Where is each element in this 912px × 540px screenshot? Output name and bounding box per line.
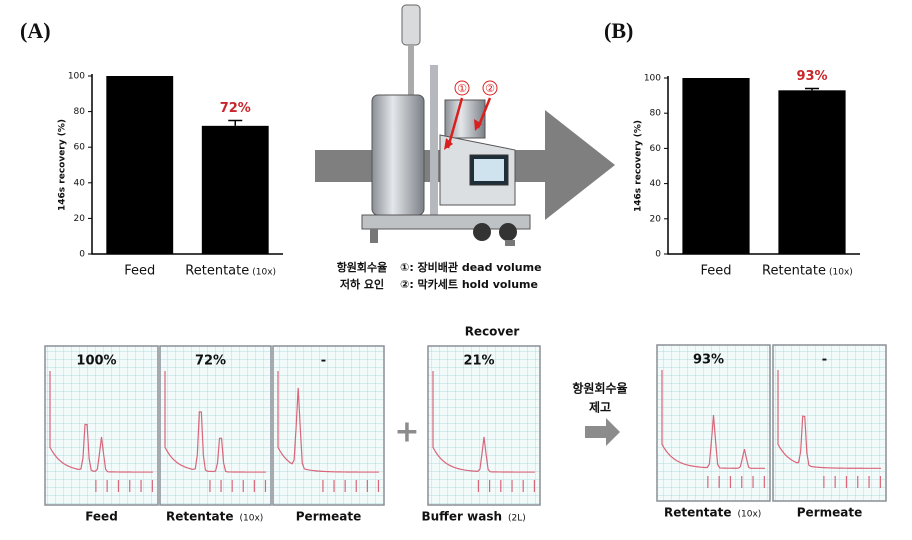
y-tick-label: 20 <box>650 214 662 224</box>
chromatogram-label: Retentate <box>166 510 234 524</box>
chromatogram <box>772 344 887 502</box>
error-bar <box>228 119 243 126</box>
bar <box>106 76 174 254</box>
improve-arrow <box>585 418 620 446</box>
chromatogram-value: - <box>822 353 827 368</box>
chromatogram-label: Buffer wash <box>421 510 502 524</box>
y-tick-label: 0 <box>655 250 661 260</box>
chromatogram-value: 21% <box>463 354 494 369</box>
x-tick-label: Feed <box>700 264 731 279</box>
bar <box>682 78 750 254</box>
chromatogram-value: 93% <box>693 353 724 368</box>
x-tick-label: Feed <box>124 264 155 279</box>
trace <box>432 371 536 492</box>
y-tick-label: 100 <box>644 74 661 84</box>
y-tick-label: 40 <box>650 179 662 189</box>
y-tick-label: 20 <box>74 214 86 224</box>
chromatogram-label: Feed <box>85 510 118 524</box>
chromatogram-value: 72% <box>195 354 226 369</box>
trace <box>277 371 380 492</box>
marker: ① <box>457 82 467 95</box>
chromatogram-note: (10x) <box>240 514 264 524</box>
axes <box>91 74 283 255</box>
chromatogram <box>427 345 541 506</box>
recover-title: Recover <box>465 325 520 339</box>
device-photo: ① ② <box>361 4 531 246</box>
category-note: (10x) <box>252 268 276 278</box>
chromatogram <box>159 345 272 506</box>
y-tick-label: 60 <box>650 144 662 154</box>
improve-line: 항원회수율 <box>572 381 627 396</box>
y-tick-label: 80 <box>74 107 86 117</box>
chromatogram-value: - <box>321 354 326 369</box>
improve-line: 제고 <box>589 401 611 415</box>
trace <box>49 371 154 492</box>
category-note: (10x) <box>829 268 853 278</box>
y-axis-label: 146s recovery (%) <box>634 120 644 212</box>
cause-line: 저하 요인 <box>340 277 384 291</box>
y-tick-label: 0 <box>79 250 85 260</box>
factor: ②: 막카세트 hold volume <box>400 277 538 291</box>
x-tick-label: Retentate <box>762 264 826 279</box>
y-tick-label: 100 <box>68 72 85 82</box>
chromatogram-label: Permeate <box>797 506 862 520</box>
axes <box>667 76 860 255</box>
chromatogram <box>44 345 159 506</box>
bar <box>778 90 846 254</box>
value-label: 93% <box>796 69 827 84</box>
y-tick-label: 80 <box>650 109 662 119</box>
trace <box>661 370 766 488</box>
marker: ② <box>485 82 495 95</box>
cause-line: 항원회수율 <box>337 260 388 274</box>
chromatogram-value: 100% <box>76 354 116 369</box>
trace <box>777 370 882 488</box>
chromatogram-note: (2L) <box>508 514 526 524</box>
chromatogram-label: Permeate <box>296 510 361 524</box>
panel-label: (B) <box>604 18 633 43</box>
factor: ①: 장비배관 dead volume <box>400 260 542 274</box>
error-bar <box>805 87 819 91</box>
y-axis-label: 146s recovery (%) <box>58 119 68 211</box>
plus: + <box>394 415 419 450</box>
value-label: 72% <box>220 101 251 116</box>
panel-label: (A) <box>20 18 51 43</box>
bar <box>201 125 269 254</box>
x-tick-label: Retentate <box>185 264 249 279</box>
chromatogram-label: Retentate <box>664 506 732 520</box>
y-tick-label: 60 <box>74 143 86 153</box>
y-tick-label: 40 <box>74 178 86 188</box>
chromatogram <box>272 345 385 506</box>
chromatogram-note: (10x) <box>738 510 762 520</box>
chromatogram <box>656 344 771 502</box>
trace <box>164 371 267 492</box>
